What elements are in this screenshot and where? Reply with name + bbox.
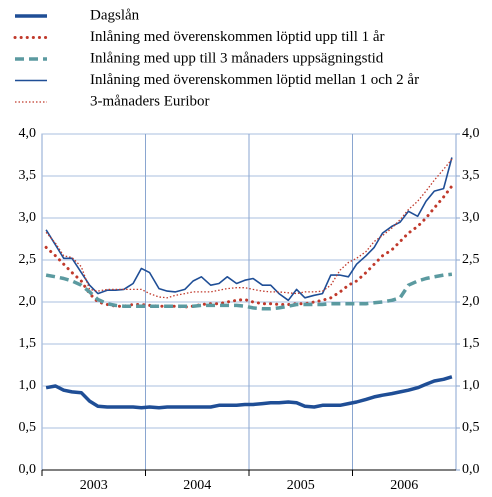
y-tick-label: 3,0 xyxy=(19,210,37,225)
y2-tick-label: 2,5 xyxy=(462,252,480,267)
legend-label: Inlåning med överenskommen löptid mellan… xyxy=(90,72,419,88)
x-tick-label: 2003 xyxy=(80,478,108,493)
y-tick-label: 0,5 xyxy=(19,420,37,435)
y-tick-label: 4,0 xyxy=(19,126,37,141)
y-tick-label: 2,0 xyxy=(19,294,37,309)
y2-tick-label: 1,0 xyxy=(462,378,480,393)
series-line xyxy=(45,375,453,410)
x-tick-label: 2006 xyxy=(390,478,418,493)
y-tick-label: 3,5 xyxy=(19,168,37,183)
y-tick-label: 1,5 xyxy=(19,336,37,351)
y2-tick-label: 1,5 xyxy=(462,336,480,351)
legend: Dagslån Inlåning med överenskommen löptid… xyxy=(13,7,419,109)
series-line xyxy=(45,272,453,311)
y2-tick-label: 3,0 xyxy=(462,210,480,225)
x-tick-label: 2004 xyxy=(183,478,211,493)
y-tick-label: 0,0 xyxy=(19,462,37,477)
y-tick-label: 1,0 xyxy=(19,378,37,393)
legend-label: Inlåning med överenskommen löptid upp ti… xyxy=(90,29,385,45)
y2-tick-label: 2,0 xyxy=(462,294,480,309)
y2-tick-label: 0,0 xyxy=(462,462,480,477)
series-line xyxy=(45,158,453,299)
x-tick-label: 2005 xyxy=(287,478,315,493)
y2-tick-label: 0,5 xyxy=(462,420,480,435)
y-tick-label: 2,5 xyxy=(19,252,37,267)
legend-label: Inlåning med upp till 3 månaders uppsägn… xyxy=(90,50,384,66)
legend-label: Dagslån xyxy=(90,7,140,23)
y2-tick-label: 4,0 xyxy=(462,126,480,141)
y2-tick-label: 3,5 xyxy=(462,168,480,183)
legend-label: 3-månaders Euribor xyxy=(90,93,210,109)
series-line xyxy=(45,157,453,302)
